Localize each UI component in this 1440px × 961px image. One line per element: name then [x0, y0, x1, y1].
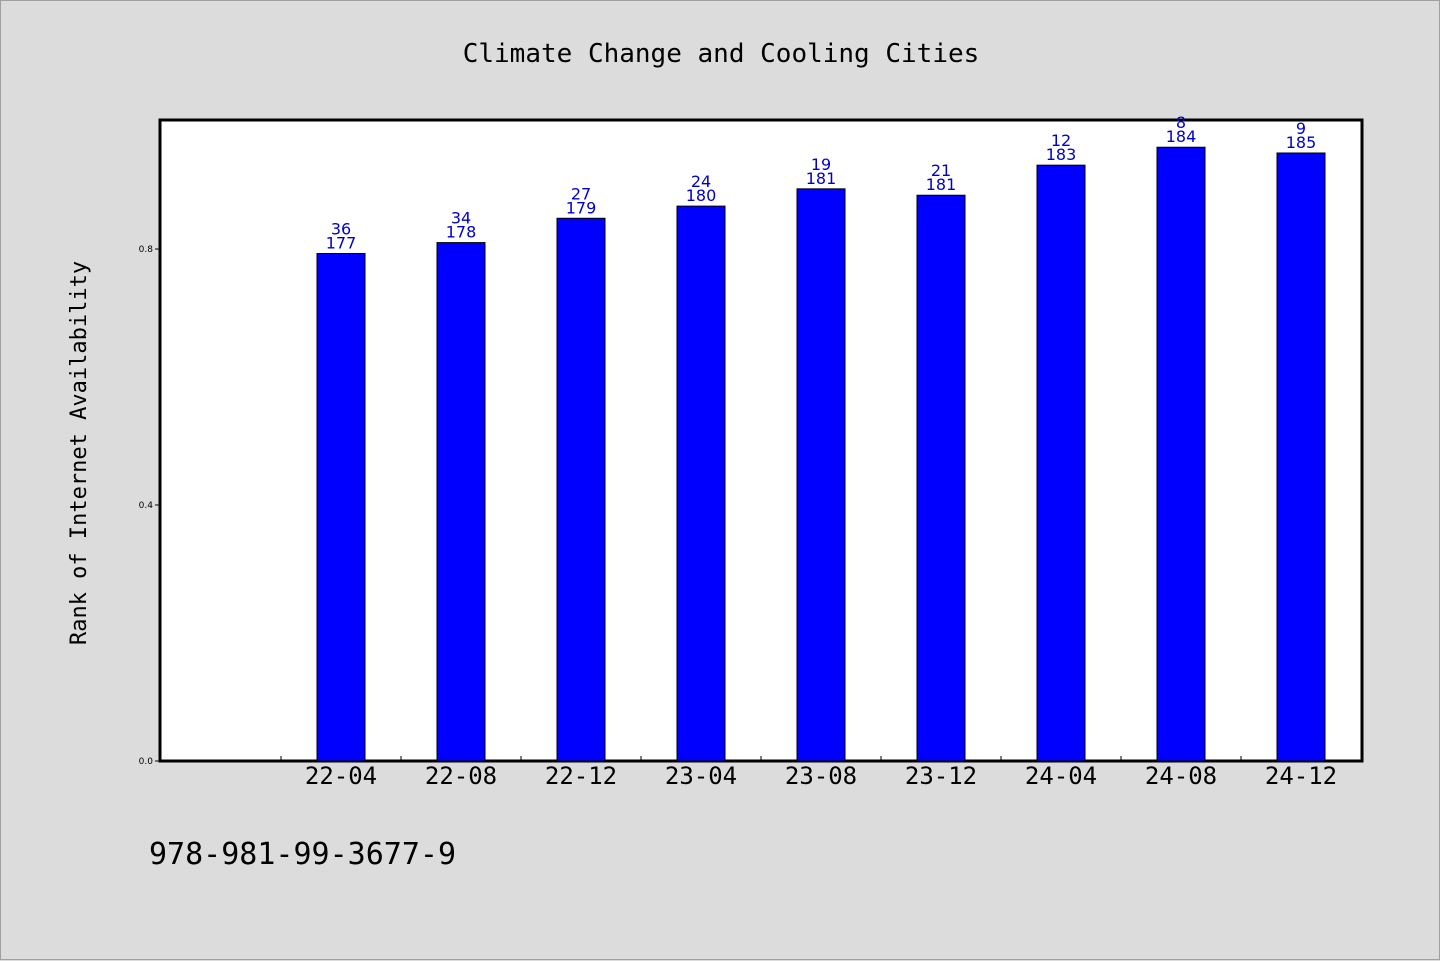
x-ticks-group: 22-04 22-08 22-12 23-04 23-08 23-12 24-04 24-08… — [280, 756, 1337, 790]
bar-label-bottom: 185 — [1286, 133, 1317, 152]
bar-label-top: 9 — [1296, 119, 1306, 138]
bar-label-top: 21 — [931, 161, 951, 180]
bar-label-bottom: 183 — [1046, 145, 1077, 164]
bar-label-top: 12 — [1051, 131, 1071, 150]
bar-label-bottom: 181 — [926, 175, 957, 194]
bar-24-08 — [1156, 146, 1206, 762]
bar-label-bottom: 177 — [326, 233, 357, 252]
bar-23-12 — [916, 194, 966, 762]
x-tick-label: 24-08 — [1145, 762, 1217, 790]
bar-label-bottom: 178 — [446, 223, 477, 242]
y-tick-label: 0.0 — [139, 757, 154, 767]
x-tick-label: 23-12 — [905, 762, 977, 790]
x-tick-label: 24-04 — [1025, 762, 1097, 790]
x-tick-label: 24-12 — [1265, 762, 1337, 790]
bar-label-bottom: 180 — [686, 186, 717, 205]
bar-24-04 — [1036, 164, 1086, 762]
bar-label-top: 36 — [331, 219, 351, 238]
y-tick-label: 0.4 — [139, 501, 154, 511]
bar-label-bottom: 181 — [806, 169, 837, 188]
x-tick-label: 23-04 — [665, 762, 737, 790]
bar-label-top: 19 — [811, 155, 831, 174]
chart-title: Climate Change and Cooling Cities — [463, 39, 980, 69]
x-tick-label: 22-12 — [545, 762, 617, 790]
x-tick-label: 22-08 — [425, 762, 497, 790]
bar-23-04 — [676, 205, 726, 762]
y-tick-label: 0.8 — [139, 245, 154, 255]
x-tick-label: 22-04 — [305, 762, 377, 790]
bar-label-top: 34 — [451, 209, 471, 228]
bar-label-bottom: 184 — [1166, 127, 1197, 146]
bar-label-bottom: 179 — [566, 198, 597, 217]
bar-22-04 — [316, 252, 366, 762]
bar-23-08 — [796, 188, 846, 762]
bar-label-top: 8 — [1176, 113, 1186, 132]
y-axis-label: Rank of Internet Availability — [67, 261, 92, 645]
bar-22-12 — [556, 217, 606, 762]
bar-24-12 — [1276, 152, 1326, 762]
x-tick-label: 23-08 — [785, 762, 857, 790]
isbn-text: 978-981-99-3677-9 — [149, 837, 456, 872]
y-ticks-group: 0.0 0.4 0.8 — [139, 245, 161, 767]
bar-label-top: 27 — [571, 184, 591, 203]
bar-label-top: 24 — [691, 172, 711, 191]
bar-22-08 — [436, 242, 486, 762]
